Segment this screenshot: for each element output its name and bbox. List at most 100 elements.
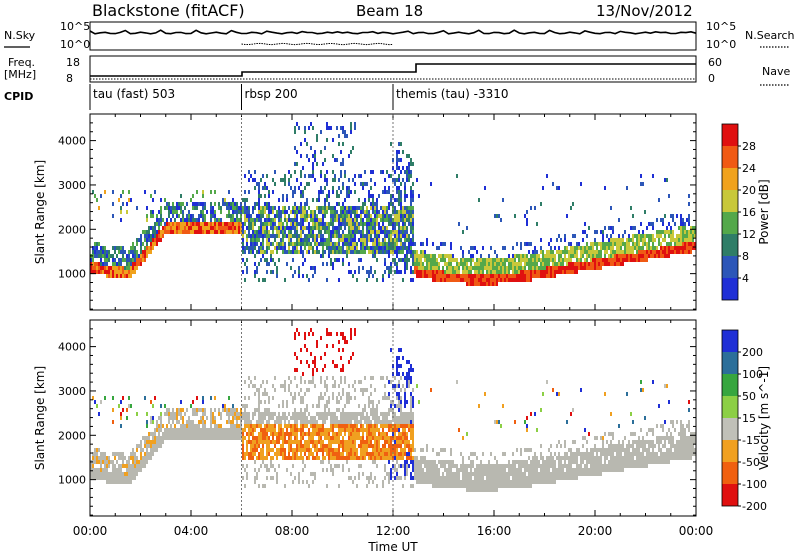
velocity-cell [154,432,156,436]
power-cell [528,266,530,270]
velocity-cell [214,432,216,436]
velocity-cell [316,404,318,408]
power-cell [168,214,170,218]
velocity-cell [362,388,364,392]
velocity-cell [196,396,198,400]
power-cell [304,246,306,250]
power-cell [158,222,160,226]
power-cell [476,282,478,286]
noise-tick-left-top: 10^5 [60,20,90,33]
velocity-cell [442,464,444,468]
freq-label-top: Freq. [8,56,35,69]
power-cell [290,266,292,270]
power-cell [202,202,204,206]
velocity-cell [262,448,264,452]
power-cell [690,246,692,250]
power-cell [186,226,188,230]
power-cell [262,234,264,238]
power-cell [456,270,458,274]
velocity-cell [260,448,262,452]
velocity-cell [306,424,308,428]
velocity-cell [318,448,320,452]
power-cell [616,238,618,242]
velocity-cell [308,448,310,452]
velocity-cell [306,448,308,452]
velocity-cell [242,404,244,408]
power-cell [430,270,432,274]
velocity-cell [416,460,418,464]
power-cell [348,218,350,222]
cpid-segments: tau (fast) 503 rbsp 200 themis (tau) -3310 [89,84,509,110]
power-cell [594,250,596,254]
power-cell [386,242,388,246]
velocity-cell [142,456,144,460]
power-cell [128,262,130,266]
velocity-cell [408,444,410,448]
power-cell [396,154,398,158]
velocity-cell [184,412,186,416]
velocity-cell [364,420,366,424]
velocity-cell [338,444,340,448]
power-cell [304,206,306,210]
power-cell [368,210,370,214]
velocity-cell [404,452,406,456]
power-cell [564,254,566,258]
velocity-cell [244,484,246,488]
power-cell [156,230,158,234]
velocity-cell [108,472,110,476]
velocity-cell [374,448,376,452]
velocity-cell [150,444,152,448]
velocity-cell [310,452,312,456]
power-cell [484,266,486,270]
power-cell [676,238,678,242]
power-cell [134,258,136,262]
velocity-cell [372,400,374,404]
power-cell [166,222,168,226]
power-cell [146,238,148,242]
velocity-cell [186,432,188,436]
power-cell [522,254,524,258]
velocity-cell [458,476,460,480]
power-cell [344,250,346,254]
power-cell [314,250,316,254]
velocity-cell [226,420,228,424]
power-cell [554,254,556,258]
velocity-cell [236,436,238,440]
power-cell [656,218,658,222]
power-cell [266,214,268,218]
velocity-cell [400,416,402,420]
power-cell [342,126,344,130]
power-cell [328,202,330,206]
power-cell [424,266,426,270]
power-cell [136,238,138,242]
velocity-cell [306,388,308,392]
velocity-cell [286,424,288,428]
power-cell [366,278,368,282]
power-cell [174,218,176,222]
velocity-cell [212,432,214,436]
velocity-cell [250,424,252,428]
power-cell [534,206,536,210]
velocity-cell [194,412,196,416]
velocity-cell [308,456,310,460]
velocity-cell [424,456,426,460]
velocity-cell [246,432,248,436]
velocity-cell [128,456,130,460]
velocity-cell [96,472,98,476]
velocity-cell [250,380,252,384]
velocity-cell [236,408,238,412]
velocity-cell [410,424,412,428]
power-cell [348,246,350,250]
velocity-cell [394,420,396,424]
power-cell [198,214,200,218]
velocity-cell [168,428,170,432]
power-cell [408,238,410,242]
power-cell [576,242,578,246]
power-cell [326,238,328,242]
power-cell [552,258,554,262]
power-cell [568,270,570,274]
power-cell [122,246,124,250]
power-cell [364,198,366,202]
power-cell [326,178,328,182]
velocity-cell [264,428,266,432]
